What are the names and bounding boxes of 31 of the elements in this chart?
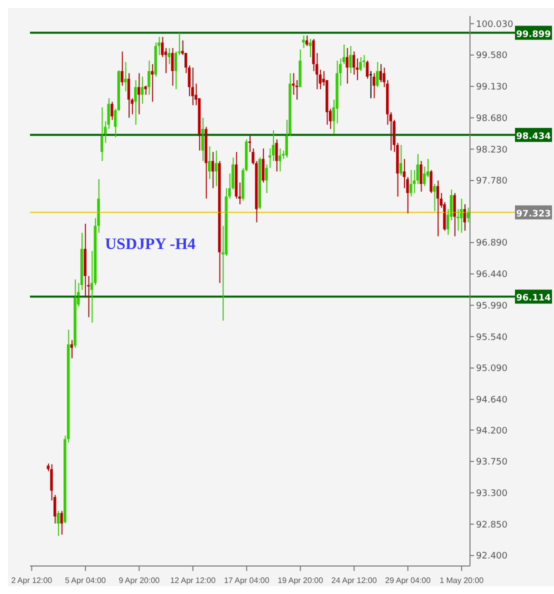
x-tick-label: 12 Apr 12:00: [170, 576, 216, 585]
y-tick-label: 98.680: [476, 114, 508, 124]
x-tick-label: 29 Apr 04:00: [385, 576, 432, 585]
y-tick-label: 97.780: [476, 176, 508, 187]
x-tick-label: 9 Apr 20:00: [118, 576, 160, 585]
y-tick-label: 99.130: [476, 82, 508, 93]
y-tick-label: 93.300: [476, 489, 508, 499]
y-tick-label: 100.030: [476, 20, 514, 30]
y-tick-label: 98.230: [476, 145, 508, 156]
x-tick-label: 2 Apr 12:00: [11, 576, 53, 585]
y-tick-label: 92.400: [476, 552, 508, 562]
text: USDJPY -H4: [105, 236, 196, 254]
y-tick-label: 95.090: [476, 364, 508, 374]
ref-line-label: 96.114: [516, 294, 551, 304]
y-tick-label: 96.890: [476, 238, 508, 249]
x-tick-label: 19 Apr 20:00: [278, 576, 324, 585]
y-tick-label: 95.990: [476, 301, 508, 312]
y-tick-label: 93.750: [476, 458, 508, 468]
x-tick-label: 1 May 20:00: [440, 576, 484, 585]
ref-line-label: 97.323: [516, 209, 551, 220]
x-tick-label: 17 Apr 04:00: [224, 576, 270, 585]
y-tick-label: 94.200: [476, 426, 508, 436]
y-tick-label: 94.640: [476, 396, 508, 406]
x-tick-label: 24 Apr 12:00: [331, 576, 378, 585]
x-tick-label: 5 Apr 04:00: [64, 576, 106, 585]
ref-line-label: 99.899: [516, 30, 551, 40]
ref-line-label: 98.434: [516, 132, 551, 142]
y-tick-label: 95.540: [476, 332, 508, 343]
y-tick-label: 92.850: [476, 520, 508, 530]
y-tick-label: 96.440: [476, 270, 508, 280]
y-tick-label: 99.580: [476, 51, 508, 62]
